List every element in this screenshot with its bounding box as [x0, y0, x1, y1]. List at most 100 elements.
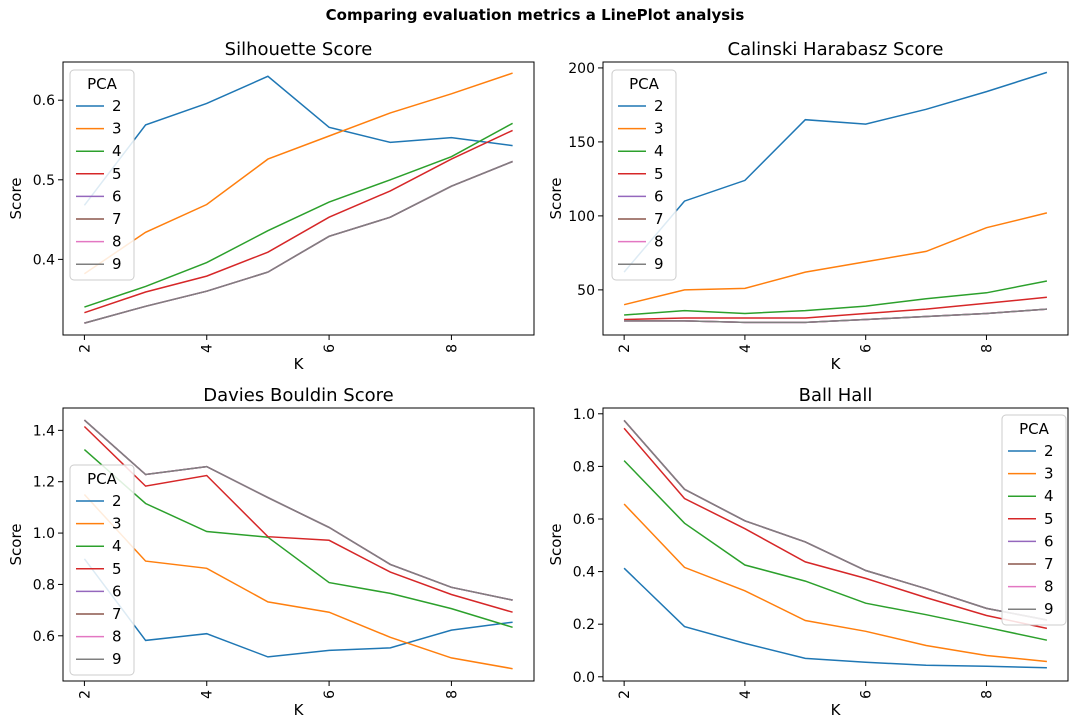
legend-box — [69, 69, 135, 281]
x-tick-label: 6 — [322, 690, 338, 699]
y-tick-label: 0.0 — [573, 670, 595, 686]
y-axis-label: Score — [7, 523, 25, 565]
series-line-9 — [624, 308, 1047, 324]
legend-entry-2: 2 — [1044, 442, 1054, 460]
y-tick-label: 0.8 — [33, 577, 55, 593]
x-tick-label: 2 — [617, 690, 633, 699]
y-tick-label: 0.5 — [33, 173, 55, 189]
y-tick-label: 0.6 — [573, 512, 595, 528]
legend-entry-6: 6 — [112, 582, 122, 600]
legend-entry-4: 4 — [1044, 487, 1054, 505]
legend: PCA 2 3 4 5 6 7 8 9 — [69, 69, 135, 281]
legend-entry-9: 9 — [1044, 600, 1054, 618]
series-group — [623, 419, 1048, 669]
x-tick-label: 8 — [444, 690, 460, 699]
legend-entry-8: 8 — [1044, 578, 1054, 596]
legend-entry-5: 5 — [112, 560, 122, 578]
series-line-5 — [83, 425, 513, 613]
legend-entry-7: 7 — [112, 605, 122, 623]
x-axis-label: K — [294, 701, 305, 717]
y-tick-label: 1.0 — [573, 407, 595, 423]
x-tick-label: 4 — [200, 690, 216, 699]
series-line-3 — [623, 503, 1047, 663]
y-tick-label: 0.8 — [573, 459, 595, 475]
subplot-title: Silhouette Score — [225, 39, 373, 60]
x-tick-label: 8 — [979, 690, 995, 699]
x-tick-label: 6 — [859, 690, 875, 699]
subplot-1: Silhouette Score 2 4 6 8 0.4 0.5 0.6 K Score PCA 2 3… — [7, 39, 535, 373]
legend-entry-2: 2 — [112, 97, 122, 115]
series-line-8 — [623, 419, 1048, 621]
series-line-4 — [83, 449, 513, 629]
y-tick-label: 1.4 — [33, 423, 55, 439]
y-tick-label: 0.4 — [33, 252, 55, 268]
y-tick-label: 150 — [568, 135, 595, 151]
legend-title: PCA — [629, 75, 660, 93]
series-group — [83, 72, 513, 324]
series-line-3 — [623, 212, 1048, 306]
legend: PCA 2 3 4 5 6 7 8 9 — [69, 464, 135, 676]
subplot-3: Davies Bouldin Score 2 4 6 8 0.6 0.8 1.0 1.2 1.4 K… — [7, 385, 535, 717]
plot-frame — [62, 61, 535, 336]
legend: PCA 2 3 4 5 6 7 8 9 — [1001, 414, 1067, 626]
legend-entry-7: 7 — [1044, 555, 1054, 573]
y-tick-label: 0.6 — [33, 93, 55, 109]
plot-frame — [602, 407, 1069, 682]
legend-entry-9: 9 — [112, 650, 122, 668]
legend-entry-2: 2 — [654, 97, 664, 115]
series-line-6 — [84, 160, 513, 324]
legend-entry-8: 8 — [112, 628, 122, 646]
legend-entry-4: 4 — [654, 142, 664, 160]
series-line-5 — [624, 296, 1047, 321]
subplot-2: Calinski Harabasz Score 2 4 6 8 50 100 150 200 K S… — [547, 39, 1069, 373]
series-group — [623, 71, 1048, 324]
legend-title: PCA — [87, 75, 118, 93]
legend-entry-9: 9 — [654, 255, 664, 273]
subplot-title: Ball Hall — [799, 385, 873, 406]
plot-frame — [602, 61, 1069, 336]
series-line-6 — [83, 419, 513, 601]
legend-box — [1001, 414, 1067, 626]
x-tick-label: 4 — [738, 344, 754, 353]
legend-entry-3: 3 — [112, 120, 122, 138]
legend-entry-4: 4 — [112, 142, 122, 160]
series-line-9 — [84, 160, 513, 324]
series-line-7 — [83, 419, 513, 601]
y-axis-label: Score — [547, 177, 565, 219]
y-tick-label: 200 — [568, 61, 595, 77]
series-line-8 — [83, 419, 513, 601]
y-axis-label: Score — [7, 177, 25, 219]
legend-title: PCA — [1019, 420, 1050, 438]
x-tick-label: 6 — [322, 344, 338, 353]
y-axis-label: Score — [547, 523, 565, 565]
legend-entry-7: 7 — [654, 210, 664, 228]
series-line-7 — [623, 419, 1048, 621]
series-line-4 — [623, 460, 1048, 641]
legend-entry-6: 6 — [654, 187, 664, 205]
x-tick-label: 2 — [77, 344, 93, 353]
subplot-title: Davies Bouldin Score — [203, 385, 393, 406]
y-tick-label: 0.4 — [573, 565, 595, 581]
subplot-title: Calinski Harabasz Score — [728, 39, 944, 60]
x-tick-label: 4 — [738, 690, 754, 699]
subplot-4: Ball Hall 2 4 6 8 0.0 0.2 0.4 0.6 0.8 1.0 K Score PCA… — [547, 385, 1069, 717]
x-tick-label: 2 — [77, 690, 93, 699]
series-line-5 — [84, 129, 513, 314]
legend-entry-5: 5 — [112, 165, 122, 183]
legend-entry-3: 3 — [654, 120, 664, 138]
series-line-2 — [623, 567, 1047, 669]
series-line-5 — [623, 427, 1048, 630]
series-line-4 — [84, 122, 513, 308]
x-tick-label: 8 — [979, 344, 995, 353]
x-axis-label: K — [294, 355, 305, 373]
x-axis-label: K — [831, 355, 842, 373]
legend-entry-3: 3 — [112, 515, 122, 533]
legend-box — [69, 464, 135, 676]
series-line-6 — [623, 419, 1048, 621]
legend-entry-3: 3 — [1044, 465, 1054, 483]
legend-entry-6: 6 — [1044, 532, 1054, 550]
y-tick-label: 0.2 — [573, 617, 595, 633]
x-tick-label: 2 — [617, 344, 633, 353]
y-tick-label: 1.2 — [33, 475, 55, 491]
series-line-2 — [83, 558, 513, 658]
